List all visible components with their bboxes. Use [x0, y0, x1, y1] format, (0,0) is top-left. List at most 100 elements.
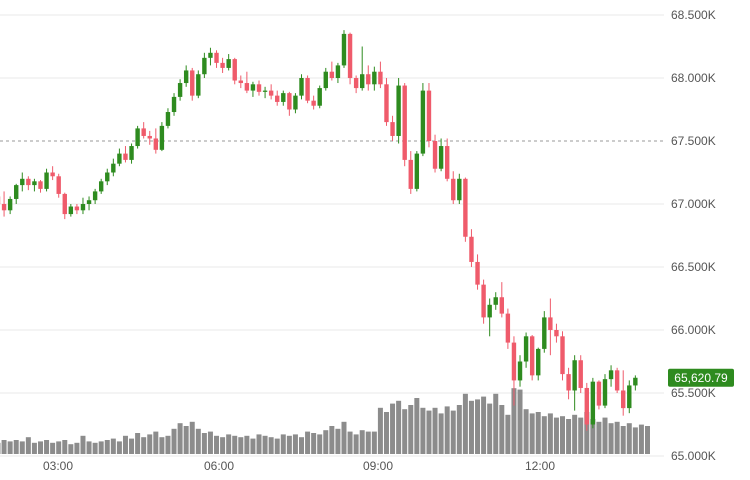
volume-bar	[214, 435, 220, 454]
candle-body-down	[584, 387, 589, 425]
candle-body-up	[420, 90, 426, 154]
volume-bar	[7, 441, 13, 454]
volume-bar	[280, 434, 286, 454]
candle-body-down	[469, 236, 474, 262]
x-tick-label: 03:00	[43, 459, 73, 473]
volume-bar	[220, 437, 226, 454]
volume-bar	[299, 437, 304, 454]
volume-bar	[292, 434, 298, 454]
volume-bar	[244, 435, 250, 454]
candle-body-up	[202, 57, 207, 75]
volume-bar	[620, 426, 626, 454]
volume-bar	[0, 442, 1, 454]
candle-body-down	[232, 59, 237, 81]
candle-body-up	[68, 206, 74, 215]
chart-gridlines	[0, 14, 664, 457]
candle-body-down	[432, 141, 438, 169]
volume-bar	[517, 389, 523, 454]
candle-body-down	[214, 52, 219, 63]
candle-body-up	[165, 112, 171, 126]
candle-body-up	[341, 33, 347, 66]
candle-body-down	[378, 71, 383, 85]
candle-body-up	[627, 385, 632, 409]
volume-bar	[487, 403, 493, 454]
y-tick-label: 65.000K	[671, 449, 716, 463]
volume-bar	[329, 426, 335, 454]
volume-bar	[614, 421, 620, 454]
volume-bar	[37, 441, 43, 454]
y-tick-label: 67.500K	[671, 134, 716, 148]
volume-bar	[92, 442, 98, 454]
volume-bar	[468, 400, 474, 454]
candle-body-down	[505, 313, 511, 343]
volume-bar	[626, 423, 632, 454]
candle-body-down	[347, 33, 353, 78]
candle-body-up	[98, 181, 104, 192]
candle-body-up	[602, 379, 608, 406]
y-tick-label: 68.500K	[671, 8, 716, 22]
volume-bar	[638, 424, 644, 454]
candle-body-up	[633, 377, 638, 386]
volume-bar	[62, 440, 68, 454]
candle-body-down	[38, 181, 43, 189]
volume-bar	[462, 393, 468, 454]
candle-body-up	[20, 178, 25, 186]
volume-bar	[590, 419, 596, 454]
candle-body-down	[554, 330, 559, 337]
volume-bar	[171, 428, 177, 454]
volume-bar	[450, 410, 456, 454]
candle-body-down	[220, 62, 225, 68]
candle-body-up	[457, 178, 462, 201]
volume-bar	[377, 407, 383, 454]
volume-bar	[13, 440, 19, 454]
volume-bar	[226, 434, 232, 454]
volume-bar	[74, 442, 80, 454]
volume-bar	[153, 431, 159, 454]
candle-body-up	[111, 163, 116, 173]
volume-bar	[353, 434, 359, 454]
volume-bar	[383, 412, 389, 454]
y-tick-label: 66.000K	[671, 323, 716, 337]
candle-body-up	[129, 146, 134, 160]
candle-body-up	[117, 153, 122, 164]
candle-body-up	[572, 360, 577, 391]
volume-bar	[572, 414, 578, 454]
last-price-tag: 65,620.79	[668, 368, 734, 387]
volume-bar	[444, 406, 450, 454]
x-tick-label: 06:00	[204, 459, 234, 473]
volume-bar	[432, 407, 438, 454]
candle-body-up	[487, 304, 492, 318]
y-tick-label: 67.000K	[671, 197, 716, 211]
volume-bar	[596, 421, 602, 454]
candle-body-down	[147, 135, 152, 139]
last-price-tag-bg	[668, 368, 734, 387]
volume-bar	[560, 416, 566, 454]
volume-bar	[578, 417, 584, 454]
volume-bar	[553, 417, 559, 454]
volume-bar	[86, 441, 92, 454]
volume-bar	[505, 414, 511, 454]
volume-bar	[632, 427, 638, 454]
candle-body-up	[517, 361, 523, 381]
candle-body-up	[14, 185, 19, 199]
volume-bar	[135, 433, 141, 454]
candle-body-up	[226, 59, 231, 68]
candle-body-down	[402, 85, 407, 160]
candle-body-down	[529, 336, 535, 376]
volume-bar	[207, 431, 213, 454]
volume-bar	[438, 413, 444, 454]
candle-body-down	[481, 284, 486, 318]
candle-body-down	[153, 138, 159, 150]
candle-body-up	[608, 370, 614, 380]
candle-body-up	[299, 78, 304, 96]
volume-bar	[80, 435, 86, 454]
x-axis: 03:00 06:00 09:00 12:00	[43, 459, 555, 473]
volume-bar	[499, 405, 505, 454]
candle-body-up	[183, 70, 189, 84]
candle-body-down	[621, 390, 626, 409]
candle-body-up	[44, 172, 49, 189]
volume-bar	[238, 437, 244, 454]
volume-bar	[159, 437, 165, 454]
candle-body-down	[366, 74, 371, 85]
